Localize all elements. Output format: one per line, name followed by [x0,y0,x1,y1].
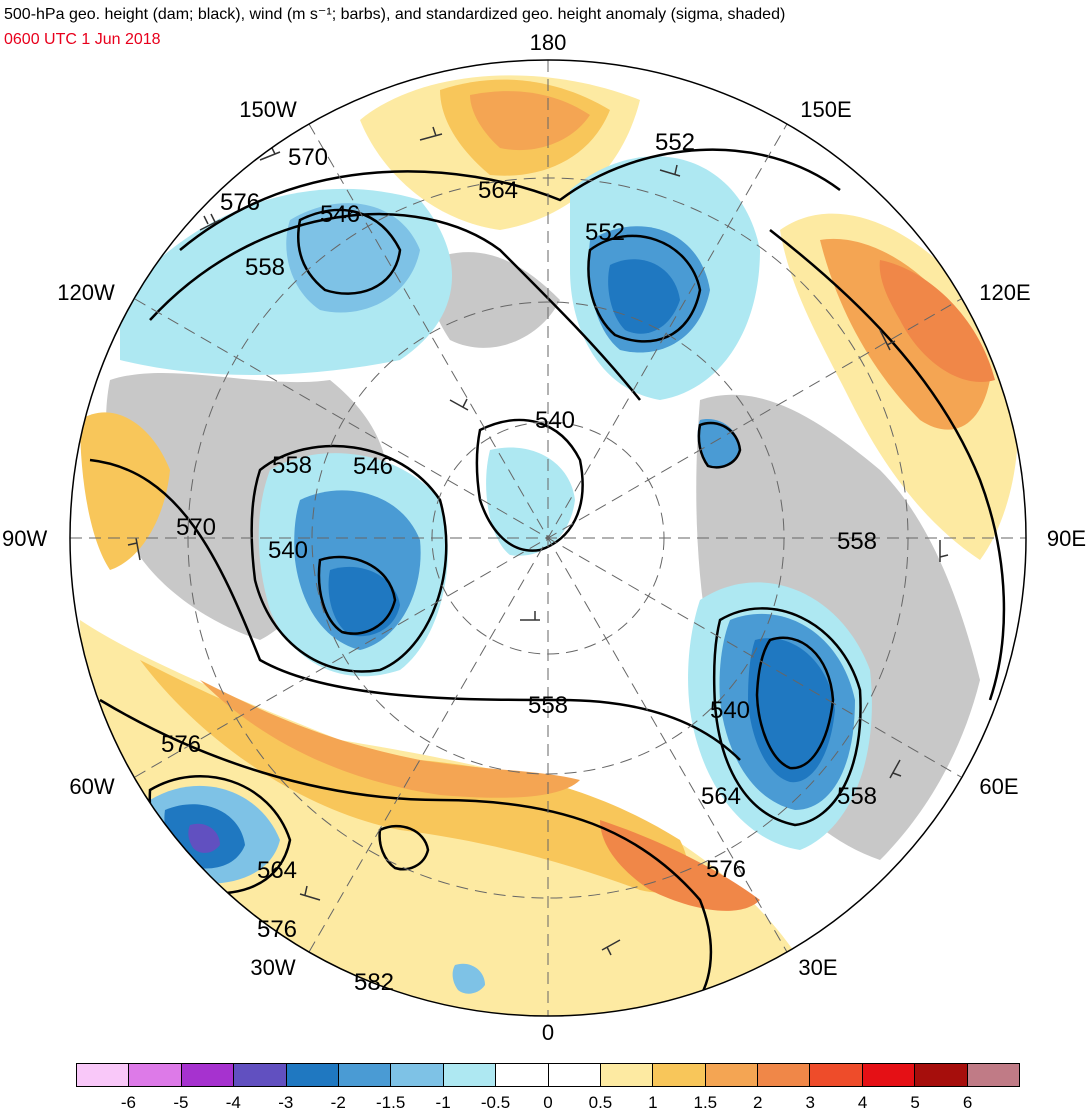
colorbar-tick-label: -5 [173,1093,189,1112]
colorbar-swatch [234,1064,287,1086]
colorbar-swatch [391,1064,444,1086]
colorbar-tick-label: -1.5 [376,1093,406,1112]
lon-label-150e: 150E [800,97,851,122]
contour-labels: 570 552 564 576 546 552 558 540 558 546 … [161,129,877,996]
contour-label-570: 570 [288,144,328,171]
colorbar-tick-label: -2 [330,1093,346,1112]
colorbar-swatch [181,1064,235,1086]
colorbar-tick-label: -3 [278,1093,294,1112]
lon-label-60e: 60E [979,774,1018,799]
colorbar-tick-labels: -6 -5 -4 -3 -2 -1.5 -1 -0.5 0 0.5 1 1.5 2 3 4 5 6 [0,1093,1088,1113]
height-contours [89,148,1006,1011]
lon-label-150w: 150W [239,97,297,122]
colorbar-tick-label: 0 [543,1093,553,1112]
contour-label-540: 540 [268,537,308,564]
lon-label-30e: 30E [798,955,837,980]
colorbar-tick-label: 0.5 [588,1093,613,1112]
colorbar-tick-label: 6 [962,1093,973,1112]
colorbar-tick-label: -1 [435,1093,451,1112]
contour-label-576: 576 [257,916,297,943]
colorbar-swatch [862,1064,916,1086]
colorbar-tick-label: -6 [120,1093,136,1112]
anomaly-colorbar [76,1063,1020,1087]
positive-anomalies [80,75,1019,1016]
lon-label-90w: 90W [2,526,47,551]
contour-label-540: 540 [710,697,750,724]
lon-label-30w: 30W [250,955,295,980]
colorbar-swatch [77,1064,130,1086]
map-boundary [69,59,1027,1017]
chart-title: 500-hPa geo. height (dam; black), wind (… [4,6,786,23]
contour-label-540: 540 [535,407,575,434]
lon-label-120w: 120W [57,280,115,305]
contour-label-570: 570 [176,514,216,541]
contour-label-558: 558 [528,692,568,719]
contour-label-552: 552 [655,129,695,156]
colorbar-tick-label: -4 [225,1093,241,1112]
contour-label-558: 558 [837,528,877,555]
contour-label-558: 558 [272,452,312,479]
contour-label-582: 582 [354,969,394,996]
colorbar-tick-label: -0.5 [480,1093,511,1112]
contour-label-558: 558 [837,783,877,810]
contour-label-558: 558 [245,254,285,281]
shaded-anomaly-layer [70,60,1026,1016]
lon-label-90e: 90E [1047,526,1086,551]
colorbar-swatch [705,1064,759,1086]
contour-label-552: 552 [585,219,625,246]
colorbar-swatch [548,1064,601,1086]
colorbar-swatch [338,1064,392,1086]
colorbar-tick-label: 5 [910,1093,920,1112]
contour-label-546: 546 [320,201,360,228]
colorbar-swatch [129,1064,182,1086]
contour-label-576: 576 [220,189,260,216]
lon-label-60w: 60W [69,774,114,799]
polar-map: 570 552 564 576 546 552 558 540 558 546 … [2,30,1086,1045]
lon-label-0: 0 [542,1020,554,1045]
lon-label-120e: 120E [979,280,1030,305]
colorbar-swatch [967,1064,1020,1086]
colorbar-swatch [915,1064,968,1086]
contour-label-576: 576 [706,856,746,883]
graticule [70,60,1026,1016]
colorbar-swatch [600,1064,654,1086]
contour-label-576: 576 [161,731,201,758]
lon-label-180: 180 [530,30,567,55]
colorbar-swatch [496,1064,549,1086]
longitude-labels: 180 0 90W 90E 150W 150E 120W 120E 60W 60… [2,30,1086,1045]
colorbar-tick-label: 1.5 [693,1093,718,1112]
contour-label-546: 546 [353,453,393,480]
contour-label-564: 564 [701,783,741,810]
colorbar-tick-label: 1 [648,1093,658,1112]
valid-time: 0600 UTC 1 Jun 2018 [4,31,161,48]
contour-label-564: 564 [257,857,297,884]
colorbar-swatch [286,1064,339,1086]
colorbar-swatch [443,1064,497,1086]
colorbar-swatch [810,1064,863,1086]
colorbar-tick-label: 4 [857,1093,868,1112]
contour-label-564: 564 [478,177,518,204]
colorbar-tick-label: 2 [753,1093,763,1112]
colorbar-swatch [653,1064,706,1086]
colorbar-tick-label: 3 [805,1093,815,1112]
colorbar-swatch [758,1064,811,1086]
